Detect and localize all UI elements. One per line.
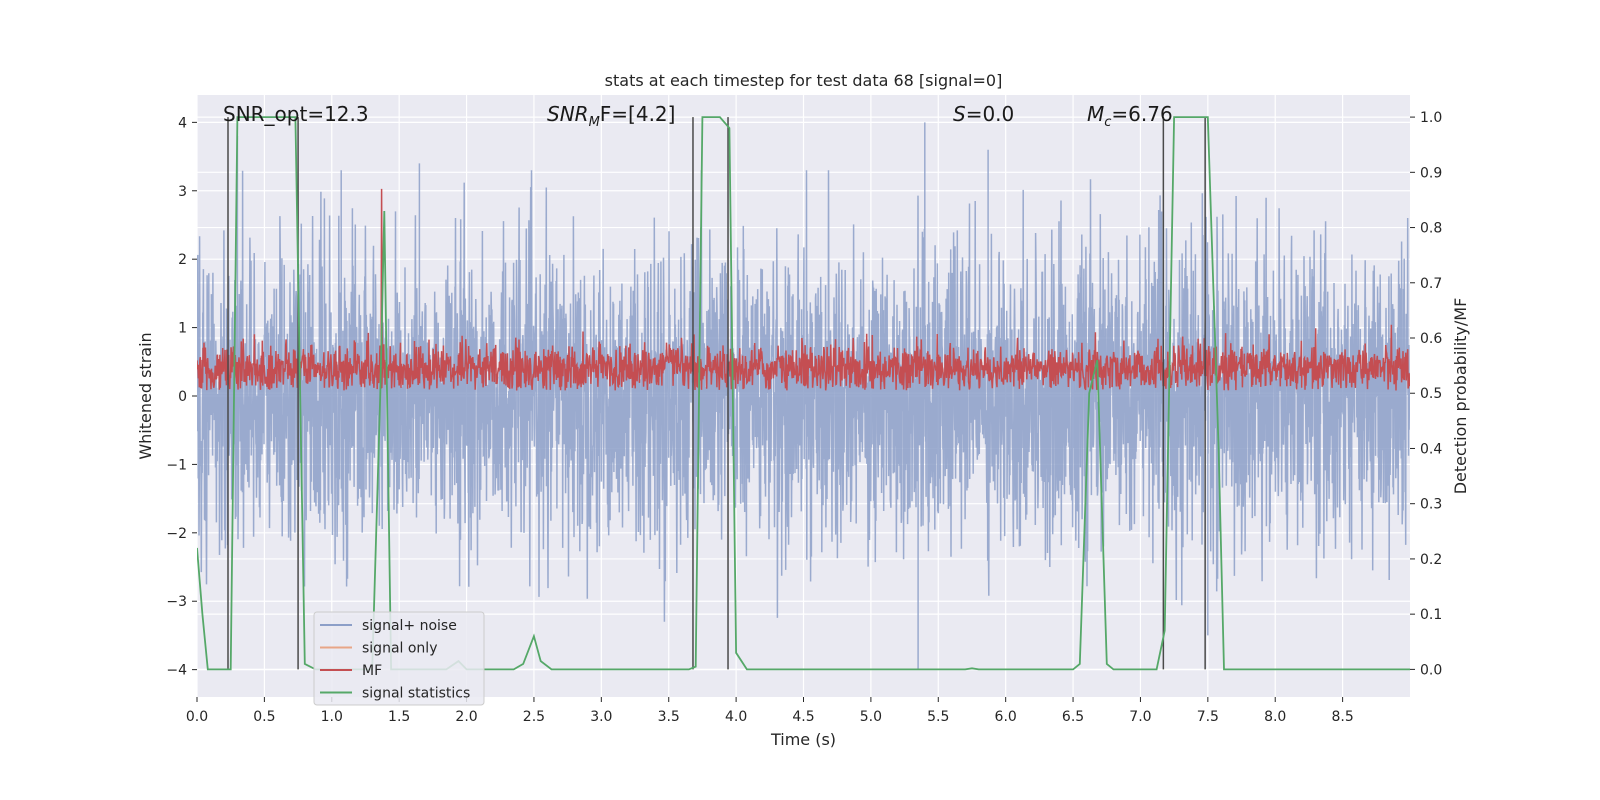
x-tick-label: 8.0 bbox=[1264, 709, 1286, 725]
x-tick-label: 7.0 bbox=[1129, 709, 1151, 725]
y-right-tick-label: 0.3 bbox=[1420, 497, 1442, 513]
legend-label: signal+ noise bbox=[362, 618, 457, 634]
y-axis-left-label: Whitened strain bbox=[136, 332, 155, 459]
x-tick-label: 7.5 bbox=[1197, 709, 1219, 725]
x-tick-label: 5.5 bbox=[927, 709, 949, 725]
annotation-s-suffix: =0.0 bbox=[966, 102, 1015, 126]
annotation-mc-sub: c bbox=[1104, 115, 1111, 130]
y-left-tick-label: −2 bbox=[166, 526, 187, 542]
x-tick-label: 4.0 bbox=[725, 709, 747, 725]
y-left-tick-label: −3 bbox=[166, 594, 187, 610]
annotation-snr-mf-prefix: SNR bbox=[547, 102, 589, 126]
y-left-tick-label: 3 bbox=[178, 184, 187, 200]
y-left-tick-label: −4 bbox=[166, 663, 187, 679]
y-right-tick-label: 0.4 bbox=[1420, 441, 1442, 457]
x-tick-label: 2.0 bbox=[455, 709, 477, 725]
x-tick-label: 0.0 bbox=[186, 709, 208, 725]
x-tick-label: 4.5 bbox=[792, 709, 814, 725]
x-tick-label: 8.5 bbox=[1331, 709, 1353, 725]
y-right-tick-label: 0.0 bbox=[1420, 662, 1442, 678]
annotation-snr-mf-suffix: F=[4.2] bbox=[600, 102, 676, 126]
y-left-tick-label: −1 bbox=[166, 457, 187, 473]
x-axis-label: Time (s) bbox=[770, 730, 836, 749]
x-tick-label: 5.0 bbox=[860, 709, 882, 725]
x-tick-label: 1.0 bbox=[321, 709, 343, 725]
legend-label: signal statistics bbox=[362, 686, 470, 702]
annotation-mc: Mc=6.76 bbox=[1087, 102, 1173, 130]
x-tick-label: 0.5 bbox=[253, 709, 275, 725]
x-tick-label: 3.0 bbox=[590, 709, 612, 725]
y-axis-left-ticks: 4 3 2 1 0 −1 −2 −3 −4 bbox=[166, 115, 197, 679]
y-right-tick-label: 0.5 bbox=[1420, 386, 1442, 402]
y-axis-right-label: Detection probability/MF bbox=[1451, 298, 1470, 495]
annotation-snr-opt: SNR_opt=12.3 bbox=[223, 102, 369, 126]
vertical-markers bbox=[227, 117, 1206, 670]
y-right-tick-label: 1.0 bbox=[1420, 110, 1442, 126]
y-left-tick-label: 0 bbox=[178, 389, 187, 405]
annotation-snr-mf-sub: M bbox=[589, 115, 600, 130]
annotation-s: S=0.0 bbox=[953, 102, 1014, 126]
x-tick-label: 6.5 bbox=[1062, 709, 1084, 725]
y-left-tick-label: 2 bbox=[178, 252, 187, 268]
x-tick-label: 3.5 bbox=[658, 709, 680, 725]
x-tick-label: 6.0 bbox=[995, 709, 1017, 725]
x-tick-label: 2.5 bbox=[523, 709, 545, 725]
chart-title: stats at each timestep for test data 68 … bbox=[605, 71, 1003, 90]
y-right-tick-label: 0.2 bbox=[1420, 552, 1442, 568]
annotation-mc-suffix: =6.76 bbox=[1111, 102, 1172, 126]
y-left-tick-label: 1 bbox=[178, 321, 187, 337]
y-right-tick-label: 0.6 bbox=[1420, 331, 1442, 347]
legend-label: signal only bbox=[362, 641, 437, 657]
legend-label: MF bbox=[362, 663, 382, 679]
annotation-s-prefix: S bbox=[953, 102, 966, 126]
annotation-snr-mf: SNRMF=[4.2] bbox=[547, 102, 675, 130]
x-axis-ticks: 0.0 0.5 1.0 1.5 2.0 2.5 3.0 3.5 4.0 4.5 5.0 5.5 6.0 6… bbox=[186, 697, 1354, 725]
y-right-tick-label: 0.7 bbox=[1420, 276, 1442, 292]
y-left-tick-label: 4 bbox=[178, 115, 187, 131]
y-right-tick-label: 0.9 bbox=[1420, 165, 1442, 181]
legend-items: signal+ noise signal only MF signal statist… bbox=[320, 618, 470, 702]
annotation-mc-prefix: M bbox=[1087, 102, 1104, 126]
y-axis-right-ticks: 1.0 0.9 0.8 0.7 0.6 0.5 0.4 0.3 0.2 0.1 0.0 bbox=[1410, 110, 1442, 678]
y-right-tick-label: 0.1 bbox=[1420, 607, 1442, 623]
legend: signal+ noise signal only MF signal statist… bbox=[313, 611, 485, 706]
x-tick-label: 1.5 bbox=[388, 709, 410, 725]
y-right-tick-label: 0.8 bbox=[1420, 221, 1442, 237]
legend-box bbox=[313, 611, 485, 706]
